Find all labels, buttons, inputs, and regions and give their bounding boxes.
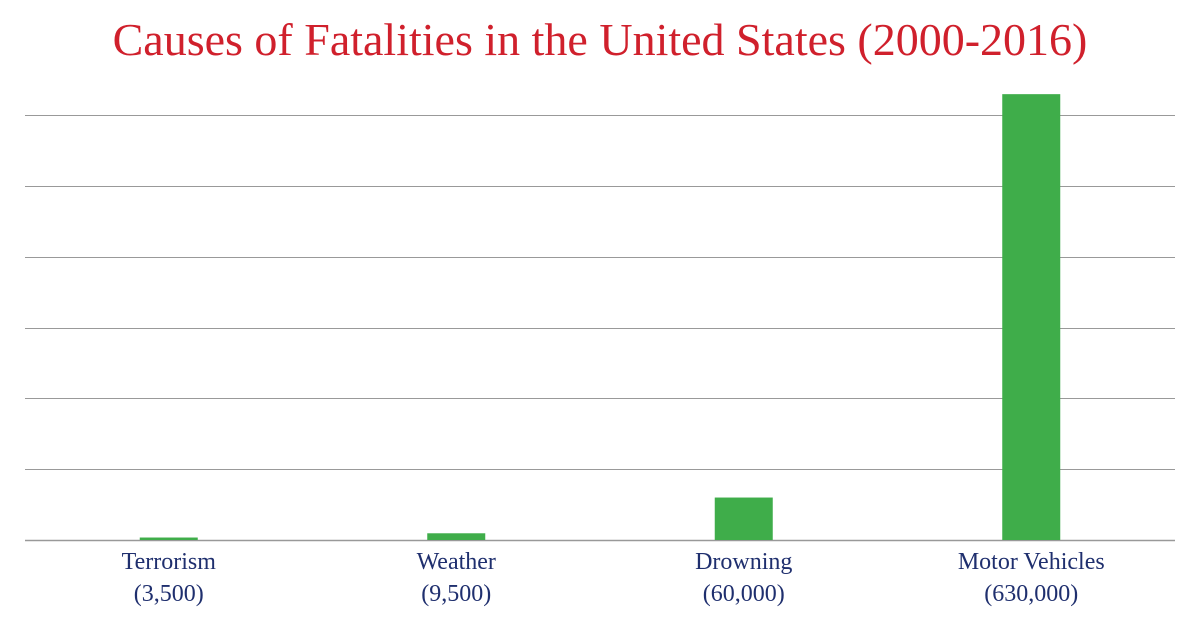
category-label: Drowning — [695, 549, 792, 575]
value-label: (9,500) — [421, 581, 491, 607]
value-label: (3,500) — [134, 581, 204, 607]
bar-drowning — [714, 497, 773, 540]
value-label: (60,000) — [703, 581, 785, 607]
bar-motor-vehicles — [1002, 94, 1061, 541]
bar-terrorism — [139, 537, 198, 540]
category-label: Weather — [417, 549, 496, 575]
chart-title: Causes of Fatalities in the United State… — [112, 14, 1088, 65]
category-label: Terrorism — [122, 549, 217, 575]
category-label: Motor Vehicles — [958, 549, 1105, 575]
bar-weather — [427, 533, 486, 540]
value-label: (630,000) — [984, 581, 1078, 607]
